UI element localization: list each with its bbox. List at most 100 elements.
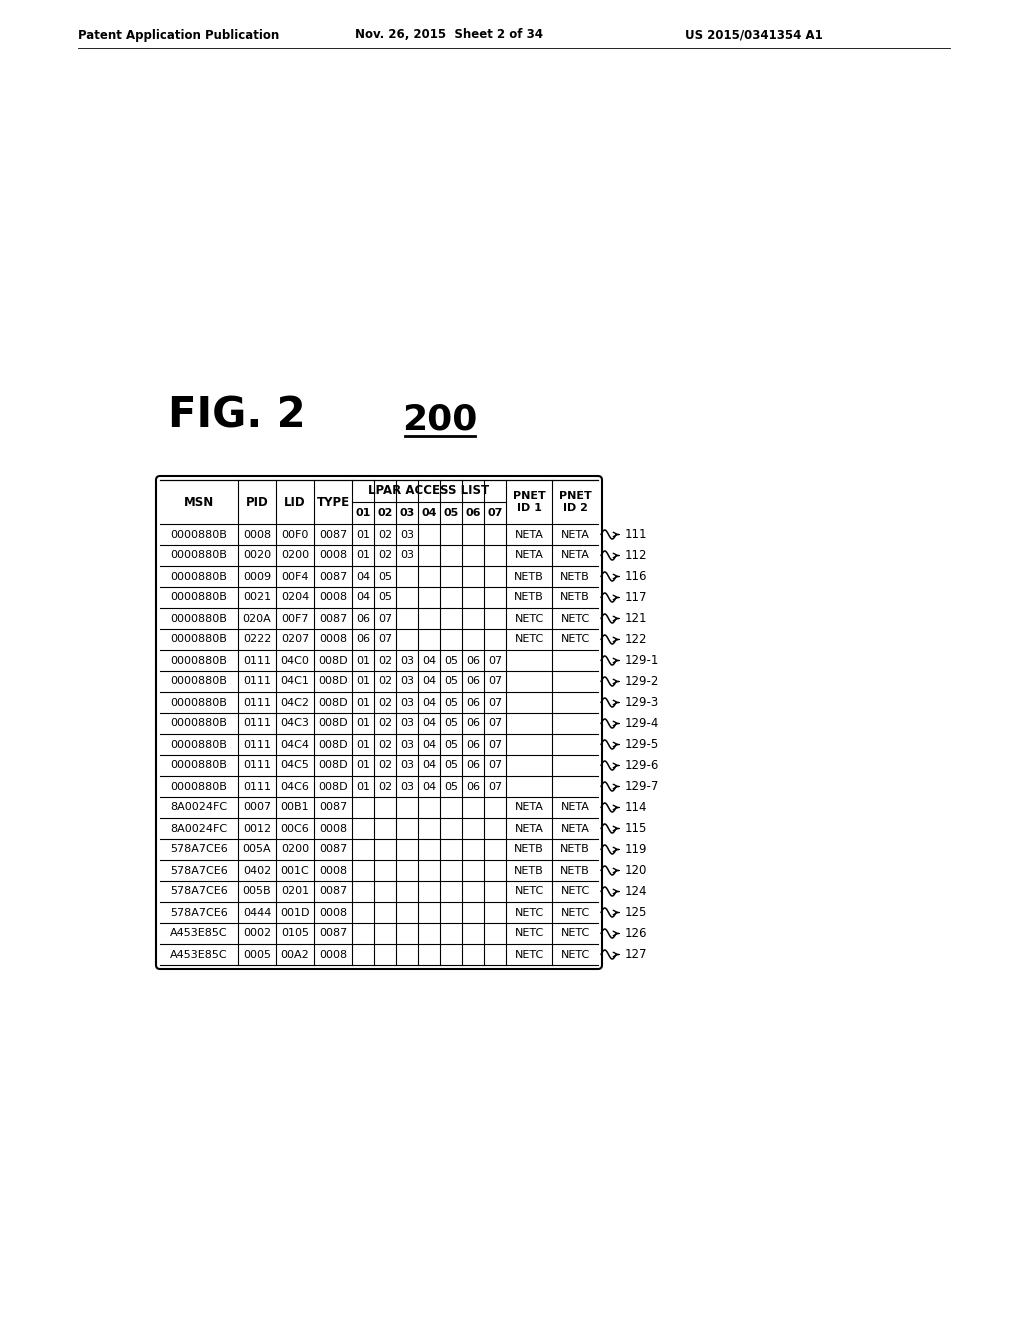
Text: 01: 01 xyxy=(356,550,370,561)
Text: 117: 117 xyxy=(625,591,647,605)
Text: NETC: NETC xyxy=(514,887,544,896)
Text: 0087: 0087 xyxy=(318,529,347,540)
Text: 04: 04 xyxy=(422,781,436,792)
Text: NETC: NETC xyxy=(560,949,590,960)
Text: 126: 126 xyxy=(625,927,647,940)
Text: 03: 03 xyxy=(400,739,414,750)
Text: 0000880B: 0000880B xyxy=(171,656,227,665)
Text: 00A2: 00A2 xyxy=(281,949,309,960)
Text: 04: 04 xyxy=(422,676,436,686)
Text: 0000880B: 0000880B xyxy=(171,781,227,792)
Text: 03: 03 xyxy=(400,781,414,792)
Text: 0000880B: 0000880B xyxy=(171,529,227,540)
Text: 05: 05 xyxy=(444,739,458,750)
Text: 129-3: 129-3 xyxy=(625,696,659,709)
Text: 005B: 005B xyxy=(243,887,271,896)
Text: 0087: 0087 xyxy=(318,887,347,896)
Text: 0201: 0201 xyxy=(281,887,309,896)
Text: 04: 04 xyxy=(422,760,436,771)
Text: 122: 122 xyxy=(625,634,647,645)
Text: 03: 03 xyxy=(400,760,414,771)
Text: 01: 01 xyxy=(355,508,371,517)
Text: 05: 05 xyxy=(378,572,392,582)
Text: Patent Application Publication: Patent Application Publication xyxy=(78,29,280,41)
Text: 0021: 0021 xyxy=(243,593,271,602)
Text: 04: 04 xyxy=(356,593,370,602)
Text: 00B1: 00B1 xyxy=(281,803,309,813)
Text: PNET
ID 2: PNET ID 2 xyxy=(559,491,592,512)
Text: US 2015/0341354 A1: US 2015/0341354 A1 xyxy=(685,29,822,41)
Text: NETA: NETA xyxy=(560,529,590,540)
Text: 0111: 0111 xyxy=(243,739,271,750)
Text: 04: 04 xyxy=(422,739,436,750)
Text: 0204: 0204 xyxy=(281,593,309,602)
Text: 0008: 0008 xyxy=(318,635,347,644)
Text: 06: 06 xyxy=(466,676,480,686)
Text: 0000880B: 0000880B xyxy=(171,760,227,771)
Text: 02: 02 xyxy=(378,697,392,708)
Text: 0009: 0009 xyxy=(243,572,271,582)
Text: 0444: 0444 xyxy=(243,908,271,917)
Text: NETB: NETB xyxy=(560,866,590,875)
Text: 04C5: 04C5 xyxy=(281,760,309,771)
Text: 8A0024FC: 8A0024FC xyxy=(170,824,227,833)
Text: 04: 04 xyxy=(422,697,436,708)
Text: LID: LID xyxy=(285,495,306,508)
Text: 06: 06 xyxy=(466,697,480,708)
Text: 578A7CE6: 578A7CE6 xyxy=(170,887,228,896)
Text: 05: 05 xyxy=(444,697,458,708)
Text: 111: 111 xyxy=(625,528,647,541)
Text: 04C6: 04C6 xyxy=(281,781,309,792)
Text: 03: 03 xyxy=(400,656,414,665)
Text: NETA: NETA xyxy=(515,550,544,561)
Text: 04C0: 04C0 xyxy=(281,656,309,665)
Text: 0087: 0087 xyxy=(318,928,347,939)
Text: 07: 07 xyxy=(488,676,502,686)
Text: 124: 124 xyxy=(625,884,647,898)
Text: 129-6: 129-6 xyxy=(625,759,659,772)
Text: 0000880B: 0000880B xyxy=(171,550,227,561)
Text: 0000880B: 0000880B xyxy=(171,676,227,686)
Text: NETB: NETB xyxy=(514,866,544,875)
Text: 04C4: 04C4 xyxy=(281,739,309,750)
Text: 0002: 0002 xyxy=(243,928,271,939)
Text: 06: 06 xyxy=(466,760,480,771)
Text: 129-1: 129-1 xyxy=(625,653,659,667)
Text: 001C: 001C xyxy=(281,866,309,875)
Text: 121: 121 xyxy=(625,612,647,624)
Text: 0008: 0008 xyxy=(318,866,347,875)
Text: NETC: NETC xyxy=(560,928,590,939)
Text: 07: 07 xyxy=(378,614,392,623)
Text: NETB: NETB xyxy=(514,593,544,602)
Text: 03: 03 xyxy=(399,508,415,517)
Text: NETA: NETA xyxy=(515,803,544,813)
Text: 02: 02 xyxy=(378,550,392,561)
Text: NETC: NETC xyxy=(514,908,544,917)
Text: 125: 125 xyxy=(625,906,647,919)
Text: NETA: NETA xyxy=(515,529,544,540)
Text: 0000880B: 0000880B xyxy=(171,697,227,708)
Text: NETC: NETC xyxy=(514,635,544,644)
Text: 0207: 0207 xyxy=(281,635,309,644)
Text: 129-5: 129-5 xyxy=(625,738,659,751)
Text: 0005: 0005 xyxy=(243,949,271,960)
Text: 112: 112 xyxy=(625,549,647,562)
Text: 02: 02 xyxy=(378,760,392,771)
Text: 200: 200 xyxy=(402,403,477,437)
Text: 07: 07 xyxy=(378,635,392,644)
Text: 0105: 0105 xyxy=(281,928,309,939)
Text: 07: 07 xyxy=(488,760,502,771)
Text: 115: 115 xyxy=(625,822,647,836)
Text: 06: 06 xyxy=(466,781,480,792)
Text: 0008: 0008 xyxy=(243,529,271,540)
Text: 06: 06 xyxy=(466,718,480,729)
Text: NETB: NETB xyxy=(514,845,544,854)
Text: 07: 07 xyxy=(488,656,502,665)
Text: 578A7CE6: 578A7CE6 xyxy=(170,908,228,917)
Text: NETC: NETC xyxy=(560,614,590,623)
Text: 03: 03 xyxy=(400,676,414,686)
Text: 07: 07 xyxy=(488,739,502,750)
Text: 0111: 0111 xyxy=(243,760,271,771)
Text: NETB: NETB xyxy=(560,572,590,582)
Text: 04: 04 xyxy=(422,718,436,729)
